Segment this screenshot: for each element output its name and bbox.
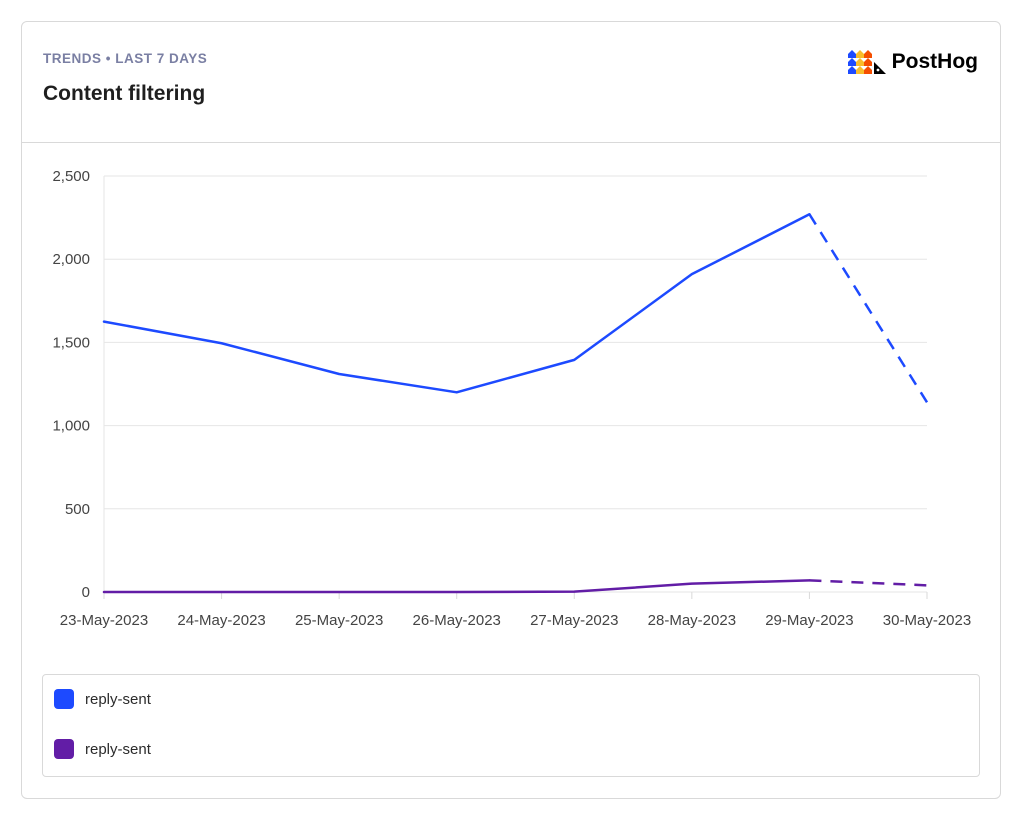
series-line-dashed [808, 213, 929, 403]
y-tick-label: 2,000 [52, 251, 90, 268]
series-line [102, 213, 811, 394]
legend-label: reply-sent [85, 690, 151, 708]
y-tick-label: 1,000 [52, 418, 90, 435]
y-tick-label: 2,500 [52, 168, 90, 185]
x-tick-label: 29-May-2023 [765, 612, 853, 629]
legend-item[interactable]: reply-sent [54, 689, 151, 709]
y-tick-label: 0 [82, 584, 90, 601]
y-tick-label: 1,500 [52, 334, 90, 351]
chart-legend: reply-sent reply-sent [42, 674, 980, 777]
legend-swatch[interactable] [54, 689, 74, 709]
insight-title: Content filtering [43, 82, 206, 105]
series-line-dashed [809, 579, 928, 587]
legend-label: reply-sent [85, 740, 151, 758]
x-tick-label: 28-May-2023 [648, 612, 736, 629]
x-tick-label: 30-May-2023 [883, 612, 971, 629]
card-header: TRENDS • LAST 7 DAYS Content filtering [22, 22, 1000, 143]
posthog-logo-icon [847, 50, 886, 74]
x-tick-label: 23-May-2023 [60, 612, 148, 629]
y-tick-label: 500 [65, 501, 90, 518]
legend-swatch[interactable] [54, 739, 74, 759]
series-line [102, 579, 811, 594]
x-tick-label: 27-May-2023 [530, 612, 618, 629]
brand-name: PostHog [891, 50, 978, 73]
x-tick-label: 25-May-2023 [295, 612, 383, 629]
posthog-brand[interactable]: PostHog [847, 49, 978, 75]
legend-item[interactable]: reply-sent [54, 739, 151, 759]
x-tick-label: 24-May-2023 [177, 612, 265, 629]
x-tick-label: 26-May-2023 [413, 612, 501, 629]
insight-subtitle: TRENDS • LAST 7 DAYS [43, 51, 208, 66]
insight-card: TRENDS • LAST 7 DAYS Content filtering [21, 21, 1001, 799]
